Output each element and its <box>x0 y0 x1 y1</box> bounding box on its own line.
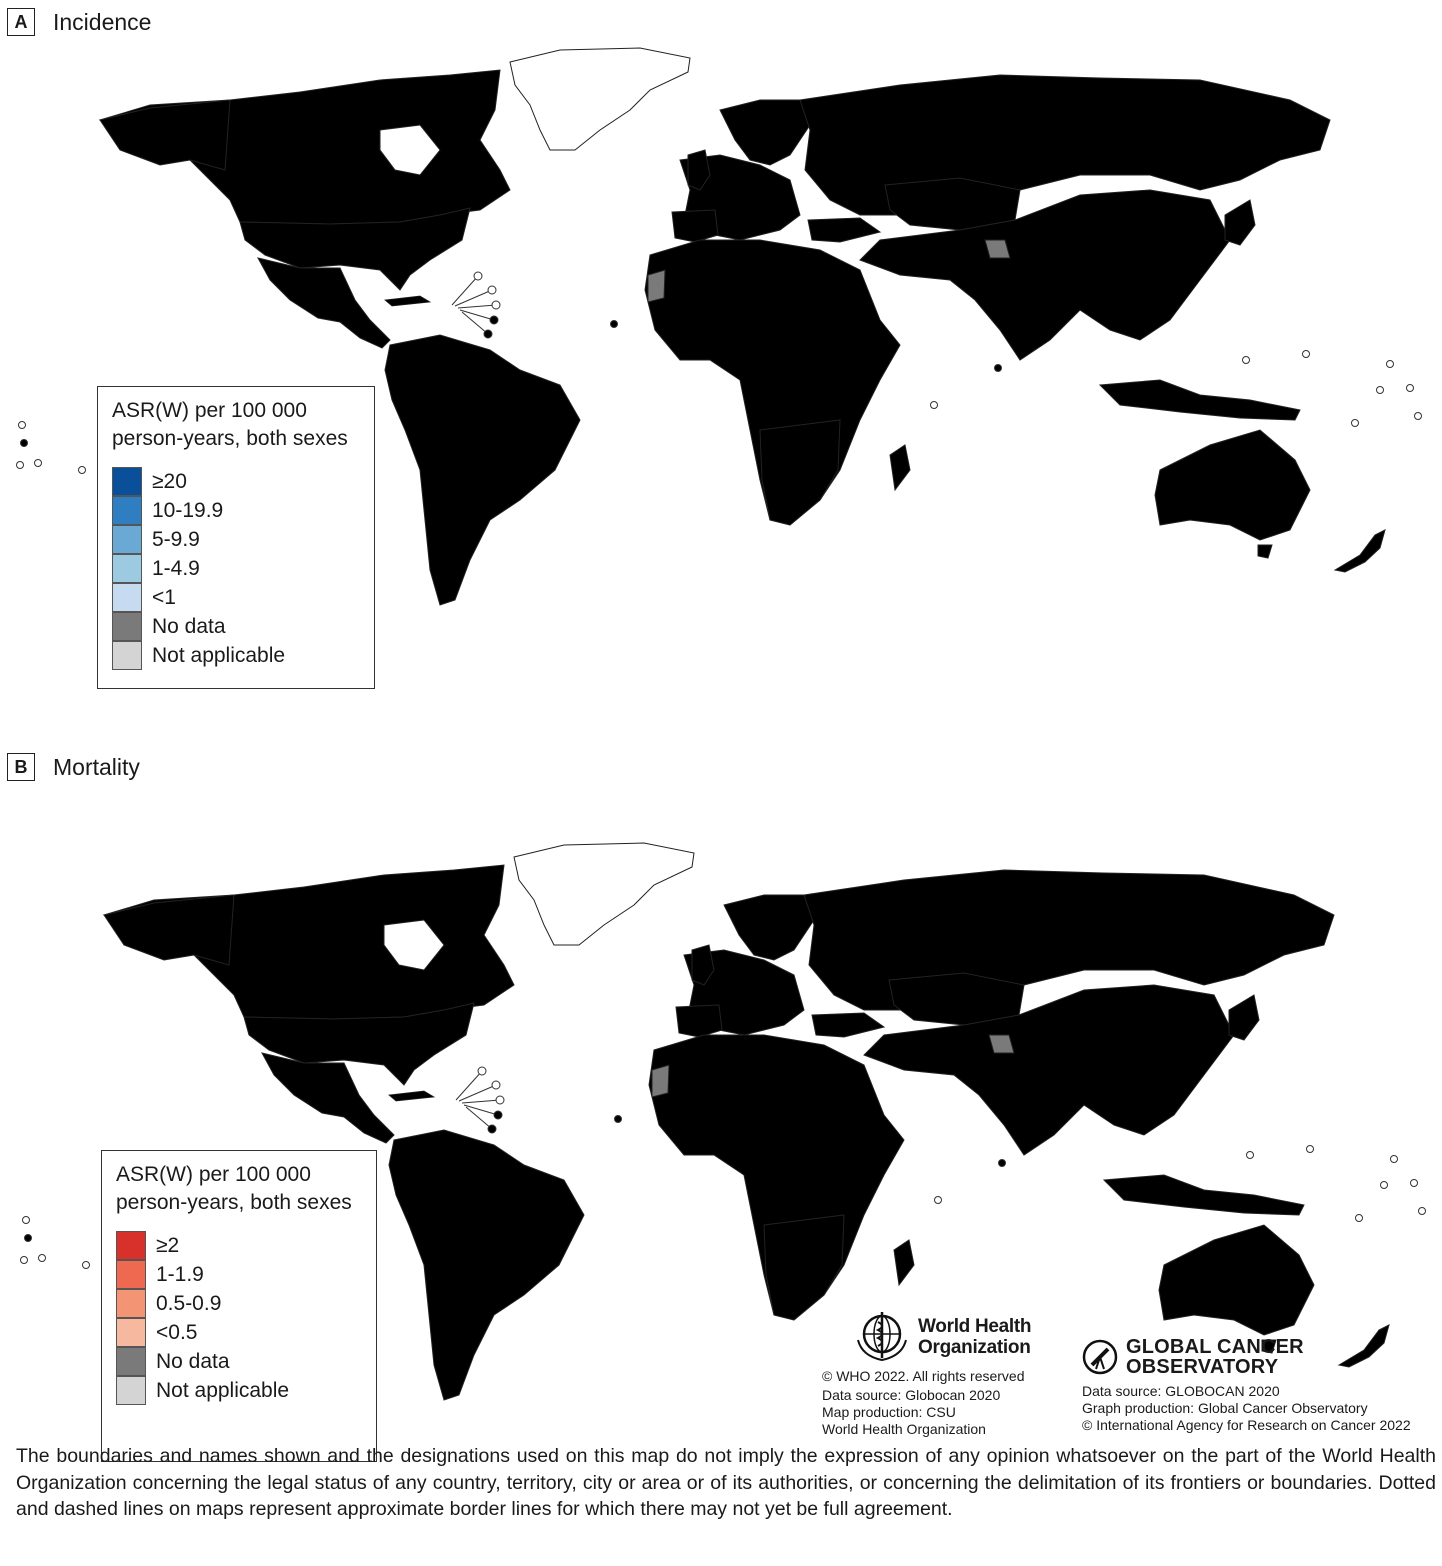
legend-title-line1: ASR(W) per 100 000 <box>112 399 307 422</box>
incidence-legend: ASR(W) per 100 000 person-years, both se… <box>97 386 375 689</box>
legend-item: No data <box>112 612 366 641</box>
legend-swatch <box>112 583 142 612</box>
gco-name-line2: OBSERVATORY <box>1126 1356 1279 1378</box>
legend-title: ASR(W) per 100 000 person-years, both se… <box>116 1161 368 1217</box>
legend-swatch <box>112 612 142 641</box>
legend-label: 1-4.9 <box>152 556 200 580</box>
panel-incidence: #panel-a .cls-canada, #panel-a .cls-usa … <box>0 0 1442 720</box>
legend-label: Not applicable <box>156 1378 290 1402</box>
legend-title: ASR(W) per 100 000 person-years, both se… <box>112 397 366 453</box>
legend-item: ≥20 <box>112 467 366 496</box>
legend-swatch <box>112 467 142 496</box>
legend-label: 1-1.9 <box>156 1262 204 1286</box>
who-name-line2: Organization <box>918 1337 1031 1358</box>
legend-label: ≥2 <box>156 1233 180 1257</box>
legend-item: 5-9.9 <box>112 525 366 554</box>
legend-label: No data <box>156 1349 230 1373</box>
legend-item: <0.5 <box>116 1318 368 1347</box>
legend-swatch <box>112 496 142 525</box>
legend-swatch <box>112 554 142 583</box>
gco-data-source: Data source: GLOBOCAN 2020 <box>1082 1383 1280 1399</box>
who-data-source: Data source: Globocan 2020 <box>822 1387 1001 1403</box>
legend-swatch <box>116 1260 146 1289</box>
gco-name-line1: GLOBAL CANCER <box>1126 1336 1304 1358</box>
legend-title-line2: person-years, both sexes <box>112 427 348 450</box>
who-map-production: Map production: CSU <box>822 1404 956 1420</box>
legend-swatch <box>112 525 142 554</box>
mortality-legend: ASR(W) per 100 000 person-years, both se… <box>101 1150 377 1462</box>
legend-item: ≥2 <box>116 1231 368 1260</box>
gco-name: GLOBAL CANCER OBSERVATORY <box>1126 1337 1304 1377</box>
panel-a-letter: A <box>7 8 35 36</box>
legend-label: <0.5 <box>156 1320 198 1344</box>
legend-label: <1 <box>152 585 176 609</box>
who-org: World Health Organization <box>822 1421 986 1437</box>
legend-swatch <box>116 1347 146 1376</box>
panel-b-title: Mortality <box>53 753 140 780</box>
legend-title-line2: person-years, both sexes <box>116 1191 352 1214</box>
who-emblem-icon <box>857 1312 907 1362</box>
legend-swatch <box>116 1318 146 1347</box>
legend-swatch <box>116 1231 146 1260</box>
legend-swatch <box>116 1289 146 1318</box>
legend-item: <1 <box>112 583 366 612</box>
panel-mortality: #panel-b .cls-canada, #panel-b .cls-usa … <box>0 745 1442 1462</box>
legend-item: No data <box>116 1347 368 1376</box>
gco-copyright: © International Agency for Research on C… <box>1082 1417 1411 1433</box>
gco-credit: GLOBAL CANCER OBSERVATORY Data source: G… <box>1082 1337 1442 1434</box>
panel-b-letter: B <box>7 753 35 781</box>
legend-title-line1: ASR(W) per 100 000 <box>116 1163 311 1186</box>
gco-graph-production: Graph production: Global Cancer Observat… <box>1082 1400 1368 1416</box>
legend-item: Not applicable <box>116 1376 368 1405</box>
panel-a-title: Incidence <box>53 8 152 35</box>
legend-item: 1-4.9 <box>112 554 366 583</box>
legend-item: 1-1.9 <box>116 1260 368 1289</box>
who-name: World Health Organization <box>918 1316 1032 1358</box>
legend-label: No data <box>152 614 226 638</box>
legend-label: ≥20 <box>152 469 187 493</box>
legend-item: 10-19.9 <box>112 496 366 525</box>
who-copyright: © WHO 2022. All rights reserved <box>822 1368 1025 1384</box>
gco-logo: GLOBAL CANCER OBSERVATORY <box>1082 1337 1442 1377</box>
legend-label: Not applicable <box>152 643 286 667</box>
legend-item: 0.5-0.9 <box>116 1289 368 1318</box>
legend-label: 5-9.9 <box>152 527 200 551</box>
who-credit: World Health Organization © WHO 2022. Al… <box>822 1310 1062 1438</box>
legend-swatch <box>112 641 142 670</box>
who-name-line1: World Health <box>918 1316 1032 1337</box>
who-logo: World Health Organization <box>852 1310 1062 1364</box>
panel-a-header: A Incidence <box>7 8 151 36</box>
legend-swatch <box>116 1376 146 1405</box>
legend-label: 10-19.9 <box>152 498 224 522</box>
legend-label: 0.5-0.9 <box>156 1291 222 1315</box>
gco-emblem-icon <box>1082 1339 1118 1375</box>
legend-item: Not applicable <box>112 641 366 670</box>
map-disclaimer: The boundaries and names shown and the d… <box>16 1445 1436 1520</box>
panel-b-header: B Mortality <box>7 753 140 781</box>
